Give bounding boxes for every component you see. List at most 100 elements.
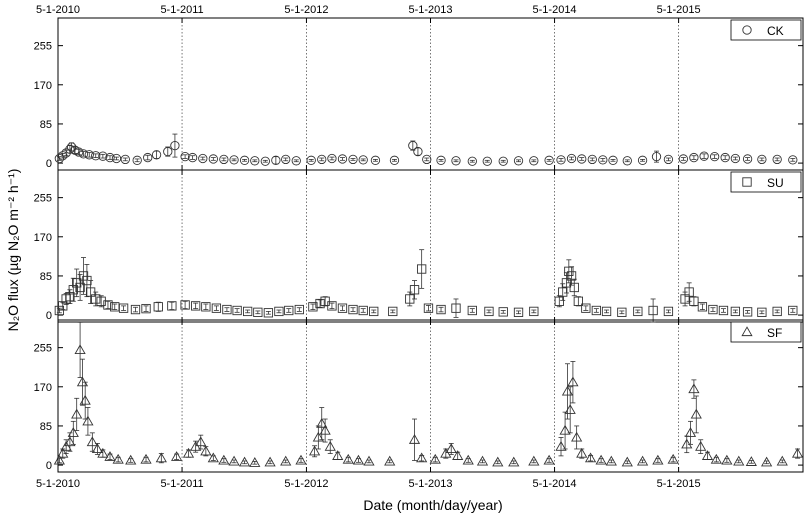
data-point-SU: [222, 304, 232, 315]
data-point-SF: [228, 455, 240, 466]
data-point-CK: [408, 140, 418, 151]
data-point-SF: [308, 445, 321, 456]
data-point-CK: [451, 156, 461, 166]
data-point-CK: [389, 155, 400, 165]
data-point-CK: [111, 153, 122, 164]
data-point-SF: [207, 452, 219, 463]
data-point-SF: [408, 434, 421, 444]
x-tick-label-top: 5-1-2014: [533, 4, 577, 16]
data-point-SU: [369, 306, 379, 317]
y-axis-title: N₂O flux (µg N₂O m⁻² h⁻¹): [5, 169, 21, 332]
data-point-SF: [64, 436, 76, 447]
data-point-CK: [637, 155, 648, 165]
data-point-CK: [229, 155, 239, 165]
data-point-SF: [571, 431, 583, 442]
data-point-CK: [663, 154, 674, 165]
data-point-SU: [327, 301, 337, 311]
data-point-CK: [317, 154, 327, 165]
x-tick-label-bottom: 5-1-2012: [284, 478, 328, 490]
data-point-SU: [467, 305, 477, 316]
data-point-SU: [718, 305, 729, 316]
y-tick-label: 170: [34, 382, 52, 394]
data-point-SF: [721, 454, 733, 465]
data-point-SU: [315, 298, 325, 309]
data-point-SU: [388, 306, 398, 317]
y-tick-label: 85: [40, 421, 52, 433]
legend-marker-SF: [741, 326, 753, 337]
data-point-SF: [140, 453, 152, 464]
data-point-SU: [772, 306, 782, 317]
data-point-SF: [86, 436, 98, 447]
data-point-SU: [75, 282, 85, 293]
data-point-SU: [648, 305, 658, 316]
data-point-CK: [413, 146, 423, 157]
data-point-SU: [153, 302, 163, 312]
data-point-CK: [78, 149, 89, 159]
panel-frame-SU: [57, 169, 804, 323]
data-point-SF: [681, 438, 693, 449]
data-point-CK: [467, 156, 477, 166]
data-point-SF: [342, 453, 354, 464]
data-point-SU: [358, 305, 368, 316]
data-point-SU: [569, 282, 579, 293]
data-point-SF: [576, 447, 588, 458]
y-tick-label: 85: [40, 271, 52, 283]
data-point-CK: [84, 150, 94, 160]
data-point-CK: [699, 151, 709, 161]
data-point-SU: [253, 307, 263, 317]
data-point-SU: [242, 306, 253, 317]
data-point-CK: [250, 156, 260, 166]
data-point-SF: [91, 443, 104, 454]
x-axis-title: Date (month/day/year): [363, 497, 502, 513]
x-tick-label-bottom: 5-1-2014: [533, 478, 577, 490]
x-tick-label-top: 5-1-2013: [408, 4, 452, 16]
data-point-CK: [788, 155, 798, 165]
data-point-SU: [697, 302, 708, 312]
data-point-CK: [622, 156, 632, 166]
data-point-SF: [462, 454, 474, 465]
data-point-SF: [53, 454, 65, 465]
data-point-CK: [337, 154, 348, 164]
data-point-SF: [195, 436, 207, 447]
data-point-SU: [436, 304, 446, 315]
data-point-SU: [591, 305, 602, 316]
data-point-CK: [143, 152, 153, 163]
y-tick-label: 255: [34, 343, 52, 355]
data-point-SU: [423, 303, 434, 313]
legend-box-SF: [730, 321, 802, 343]
data-point-SF: [249, 457, 261, 467]
data-point-SU: [529, 306, 539, 317]
data-point-CK: [91, 151, 101, 161]
data-point-SF: [218, 454, 230, 465]
data-point-SF: [316, 417, 328, 428]
data-point-SU: [451, 303, 461, 313]
data-point-CK: [689, 152, 699, 163]
legend-box-SU: [730, 171, 802, 193]
data-point-SF: [695, 440, 707, 451]
data-point-SU: [130, 304, 141, 315]
x-tick-label-bottom: 5-1-2013: [408, 478, 452, 490]
legend-marker-SU: [742, 177, 752, 187]
data-point-SF: [445, 443, 457, 454]
data-point-SU: [601, 306, 612, 317]
data-point-SU: [65, 292, 75, 302]
legend-label-SU: SU: [767, 176, 784, 190]
data-point-SF: [791, 447, 804, 458]
x-tick-label-bottom: 5-1-2010: [36, 478, 80, 490]
data-point-SF: [559, 424, 571, 435]
data-point-CK: [358, 155, 368, 165]
data-point-SF: [690, 408, 702, 419]
data-point-SF: [74, 344, 86, 355]
data-point-SF: [264, 456, 276, 467]
data-point-CK: [709, 151, 720, 162]
data-point-CK: [281, 154, 291, 165]
data-point-CK: [556, 155, 566, 165]
data-point-CK: [529, 156, 539, 166]
data-point-SF: [82, 415, 94, 426]
data-point-SU: [498, 307, 508, 317]
data-point-SF: [319, 424, 331, 435]
data-point-SU: [684, 287, 694, 297]
legend-label-CK: CK: [767, 24, 784, 38]
data-point-SF: [125, 454, 137, 465]
